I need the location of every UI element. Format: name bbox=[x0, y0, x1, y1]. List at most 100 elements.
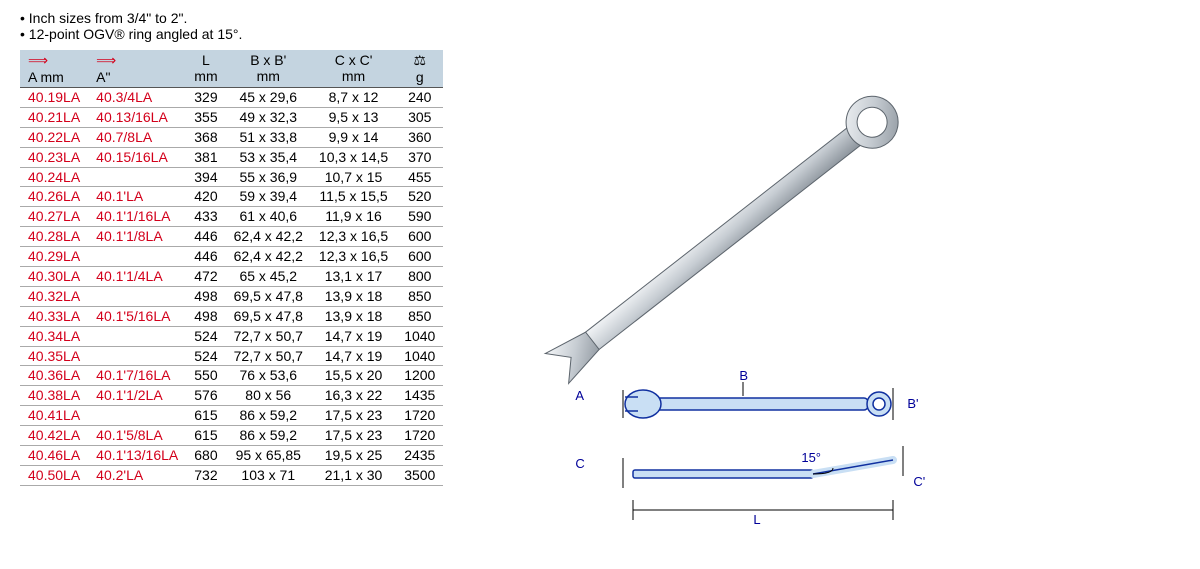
cell-g: 1720 bbox=[396, 406, 443, 426]
cell-g: 600 bbox=[396, 227, 443, 247]
cell-CC: 14,7 x 19 bbox=[311, 346, 396, 366]
cell-ain bbox=[88, 247, 186, 267]
cell-amm: 40.42LA bbox=[20, 426, 88, 446]
cell-CC: 17,5 x 23 bbox=[311, 426, 396, 446]
cell-amm: 40.19LA bbox=[20, 88, 88, 108]
cell-CC: 14,7 x 19 bbox=[311, 326, 396, 346]
cell-CC: 19,5 x 25 bbox=[311, 446, 396, 466]
cell-L: 615 bbox=[186, 406, 225, 426]
cell-g: 240 bbox=[396, 88, 443, 108]
bullet-2: 12-point OGV® ring angled at 15°. bbox=[20, 26, 1180, 42]
cell-BB: 65 x 45,2 bbox=[226, 267, 311, 287]
cell-amm: 40.33LA bbox=[20, 306, 88, 326]
cell-ain: 40.1'13/16LA bbox=[88, 446, 186, 466]
feature-list: Inch sizes from 3/4" to 2". 12-point OGV… bbox=[20, 10, 1180, 42]
bullet-1: Inch sizes from 3/4" to 2". bbox=[20, 10, 1180, 26]
cell-CC: 13,1 x 17 bbox=[311, 267, 396, 287]
cell-ain: 40.1'7/16LA bbox=[88, 366, 186, 386]
cell-amm: 40.35LA bbox=[20, 346, 88, 366]
cell-CC: 9,9 x 14 bbox=[311, 127, 396, 147]
cell-amm: 40.28LA bbox=[20, 227, 88, 247]
table-row: 40.21LA40.13/16LA35549 x 32,39,5 x 13305 bbox=[20, 107, 443, 127]
cell-L: 446 bbox=[186, 247, 225, 267]
label-angle: 15° bbox=[801, 450, 821, 465]
cell-ain: 40.1'5/8LA bbox=[88, 426, 186, 446]
cell-amm: 40.46LA bbox=[20, 446, 88, 466]
cell-ain: 40.3/4LA bbox=[88, 88, 186, 108]
cell-CC: 13,9 x 18 bbox=[311, 306, 396, 326]
cell-CC: 8,7 x 12 bbox=[311, 88, 396, 108]
cell-g: 370 bbox=[396, 147, 443, 167]
table-row: 40.41LA61586 x 59,217,5 x 231720 bbox=[20, 406, 443, 426]
cell-BB: 49 x 32,3 bbox=[226, 107, 311, 127]
cell-BB: 55 x 36,9 bbox=[226, 167, 311, 187]
cell-CC: 13,9 x 18 bbox=[311, 286, 396, 306]
cell-BB: 62,4 x 42,2 bbox=[226, 247, 311, 267]
table-row: 40.29LA44662,4 x 42,212,3 x 16,5600 bbox=[20, 247, 443, 267]
cell-g: 520 bbox=[396, 187, 443, 207]
cell-amm: 40.38LA bbox=[20, 386, 88, 406]
table-row: 40.28LA40.1'1/8LA44662,4 x 42,212,3 x 16… bbox=[20, 227, 443, 247]
cell-BB: 51 x 33,8 bbox=[226, 127, 311, 147]
cell-amm: 40.27LA bbox=[20, 207, 88, 227]
diagram-area: A B B' C C' 15° L bbox=[483, 50, 1180, 550]
table-row: 40.35LA52472,7 x 50,714,7 x 191040 bbox=[20, 346, 443, 366]
cell-amm: 40.36LA bbox=[20, 366, 88, 386]
cell-L: 329 bbox=[186, 88, 225, 108]
cell-L: 615 bbox=[186, 426, 225, 446]
cell-amm: 40.24LA bbox=[20, 167, 88, 187]
cell-g: 1200 bbox=[396, 366, 443, 386]
cell-CC: 17,5 x 23 bbox=[311, 406, 396, 426]
cell-amm: 40.29LA bbox=[20, 247, 88, 267]
wrench-icon: ⟹ bbox=[28, 52, 80, 69]
label-C: C bbox=[575, 456, 584, 471]
cell-g: 455 bbox=[396, 167, 443, 187]
table-row: 40.23LA40.15/16LA38153 x 35,410,3 x 14,5… bbox=[20, 147, 443, 167]
cell-ain: 40.15/16LA bbox=[88, 147, 186, 167]
col-ain: ⟹ A" bbox=[88, 50, 186, 88]
wrench-icon: ⟹ bbox=[96, 52, 178, 69]
cell-CC: 11,9 x 16 bbox=[311, 207, 396, 227]
table-row: 40.22LA40.7/8LA36851 x 33,89,9 x 14360 bbox=[20, 127, 443, 147]
product-image bbox=[503, 50, 943, 430]
cell-CC: 12,3 x 16,5 bbox=[311, 227, 396, 247]
cell-CC: 15,5 x 20 bbox=[311, 366, 396, 386]
cell-L: 732 bbox=[186, 465, 225, 485]
cell-ain: 40.1'5/16LA bbox=[88, 306, 186, 326]
cell-BB: 62,4 x 42,2 bbox=[226, 227, 311, 247]
cell-g: 2435 bbox=[396, 446, 443, 466]
cell-amm: 40.50LA bbox=[20, 465, 88, 485]
technical-diagram bbox=[593, 380, 933, 550]
table-row: 40.24LA39455 x 36,910,7 x 15455 bbox=[20, 167, 443, 187]
cell-L: 576 bbox=[186, 386, 225, 406]
col-L: L mm bbox=[186, 50, 225, 88]
cell-amm: 40.32LA bbox=[20, 286, 88, 306]
cell-CC: 9,5 x 13 bbox=[311, 107, 396, 127]
label-A: A bbox=[575, 388, 584, 403]
cell-ain bbox=[88, 346, 186, 366]
cell-L: 498 bbox=[186, 306, 225, 326]
label-Cp: C' bbox=[913, 474, 925, 489]
cell-L: 446 bbox=[186, 227, 225, 247]
cell-CC: 21,1 x 30 bbox=[311, 465, 396, 485]
cell-BB: 76 x 53,6 bbox=[226, 366, 311, 386]
table-row: 40.32LA49869,5 x 47,813,9 x 18850 bbox=[20, 286, 443, 306]
cell-BB: 45 x 29,6 bbox=[226, 88, 311, 108]
label-B: B bbox=[739, 368, 748, 383]
cell-amm: 40.22LA bbox=[20, 127, 88, 147]
cell-CC: 11,5 x 15,5 bbox=[311, 187, 396, 207]
weight-icon: ⚖ bbox=[404, 52, 435, 69]
table-row: 40.19LA40.3/4LA32945 x 29,68,7 x 12240 bbox=[20, 88, 443, 108]
cell-g: 1720 bbox=[396, 426, 443, 446]
cell-amm: 40.34LA bbox=[20, 326, 88, 346]
cell-ain: 40.13/16LA bbox=[88, 107, 186, 127]
cell-BB: 69,5 x 47,8 bbox=[226, 286, 311, 306]
cell-amm: 40.21LA bbox=[20, 107, 88, 127]
cell-BB: 86 x 59,2 bbox=[226, 426, 311, 446]
spec-table: ⟹ A mm ⟹ A" L mm B x B' mm C x C' mm bbox=[20, 50, 443, 486]
table-row: 40.27LA40.1'1/16LA43361 x 40,611,9 x 165… bbox=[20, 207, 443, 227]
cell-ain bbox=[88, 167, 186, 187]
cell-L: 394 bbox=[186, 167, 225, 187]
col-amm: ⟹ A mm bbox=[20, 50, 88, 88]
col-CC: C x C' mm bbox=[311, 50, 396, 88]
